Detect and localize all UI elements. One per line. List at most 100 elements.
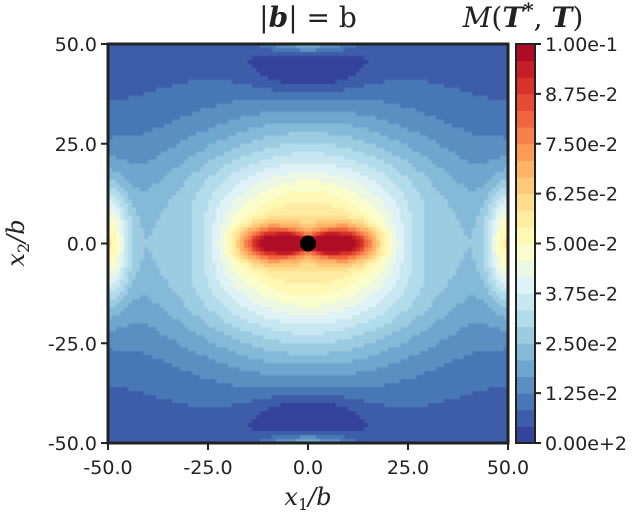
heatmap-cell: [260, 87, 265, 93]
heatmap-cell: [292, 167, 297, 173]
heatmap-cell: [304, 79, 309, 85]
heatmap-cell: [204, 239, 209, 245]
heatmap-cell: [424, 55, 429, 61]
heatmap-cell: [264, 195, 269, 201]
heatmap-cell: [356, 79, 361, 85]
heatmap-cell: [124, 67, 129, 73]
heatmap-cell: [212, 151, 217, 157]
heatmap-cell: [376, 95, 381, 101]
heatmap-cell: [408, 187, 413, 193]
heatmap-cell: [168, 155, 173, 161]
heatmap-cell: [360, 159, 365, 165]
heatmap-cell: [476, 179, 481, 185]
heatmap-cell: [152, 91, 157, 97]
heatmap-cell: [364, 51, 369, 57]
heatmap-cell: [464, 187, 469, 193]
heatmap-cell: [140, 147, 145, 153]
heatmap-cell: [184, 195, 189, 201]
heatmap-cell: [144, 135, 149, 141]
heatmap-cell: [492, 195, 497, 201]
heatmap-cell: [496, 215, 501, 221]
heatmap-cell: [456, 159, 461, 165]
heatmap-cell: [324, 147, 329, 153]
heatmap-cell: [476, 223, 481, 229]
heatmap-cell: [276, 95, 281, 101]
heatmap-cell: [344, 239, 349, 245]
heatmap-cell: [436, 175, 441, 181]
heatmap-cell: [428, 103, 433, 109]
heatmap-cell: [336, 135, 341, 141]
heatmap-cell: [464, 67, 469, 73]
heatmap-cell: [392, 67, 397, 73]
heatmap-cell: [212, 59, 217, 65]
heatmap-cell: [316, 87, 321, 93]
heatmap-cell: [496, 227, 501, 233]
heatmap-cell: [156, 111, 161, 117]
heatmap-cell: [440, 155, 445, 161]
heatmap-cell: [500, 171, 505, 177]
heatmap-cell: [224, 135, 229, 141]
heatmap-cell: [484, 79, 489, 85]
heatmap-cell: [428, 183, 433, 189]
heatmap-cell: [340, 115, 345, 121]
heatmap-cell: [336, 67, 341, 73]
heatmap-cell: [260, 175, 265, 181]
heatmap-cell: [140, 151, 145, 157]
heatmap-cell: [500, 159, 505, 165]
heatmap-cell: [460, 63, 465, 69]
heatmap-cell: [276, 171, 281, 177]
heatmap-cell: [140, 83, 145, 89]
heatmap-cell: [220, 207, 225, 213]
heatmap-cell: [484, 59, 489, 65]
heatmap-cell: [268, 111, 273, 117]
heatmap-cell: [348, 175, 353, 181]
heatmap-cell: [448, 63, 453, 69]
heatmap-cell: [196, 91, 201, 97]
heatmap-cell: [152, 44, 157, 49]
heatmap-cell: [428, 187, 433, 193]
heatmap-cell: [208, 131, 213, 137]
heatmap-cell: [260, 131, 265, 137]
heatmap-cell: [132, 135, 137, 141]
heatmap-cell: [140, 167, 145, 173]
heatmap-cell: [276, 219, 281, 225]
heatmap-cell: [152, 223, 157, 229]
heatmap-cell: [472, 227, 477, 233]
heatmap-cell: [212, 123, 217, 129]
heatmap-cell: [324, 111, 329, 117]
heatmap-cell: [408, 63, 413, 69]
heatmap-cell: [296, 215, 301, 221]
heatmap-cell: [300, 191, 305, 197]
heatmap-cell: [504, 115, 508, 121]
heatmap-cell: [152, 115, 157, 121]
heatmap-cell: [220, 143, 225, 149]
heatmap-cell: [412, 63, 417, 69]
heatmap-cell: [424, 191, 429, 197]
heatmap-cell: [236, 227, 241, 233]
heatmap-cell: [136, 83, 141, 89]
heatmap-cell: [332, 239, 337, 245]
heatmap-cell: [504, 187, 508, 193]
heatmap-cell: [220, 167, 225, 173]
heatmap-cell: [480, 155, 485, 161]
heatmap-cell: [252, 227, 257, 233]
heatmap-cell: [272, 143, 277, 149]
heatmap-cell: [212, 163, 217, 169]
heatmap-cell: [316, 67, 321, 73]
heatmap-cell: [300, 223, 305, 229]
heatmap-cell: [252, 95, 257, 101]
heatmap-cell: [164, 95, 169, 101]
heatmap-cell: [112, 147, 117, 153]
heatmap-cell: [212, 111, 217, 117]
heatmap-cell: [296, 91, 301, 97]
heatmap-cell: [444, 139, 449, 145]
heatmap-cell: [176, 215, 181, 221]
heatmap-cell: [380, 75, 385, 81]
heatmap-cell: [316, 215, 321, 221]
heatmap-cell: [332, 187, 337, 193]
heatmap-cell: [368, 167, 373, 173]
heatmap-cell: [440, 95, 445, 101]
heatmap-cell: [384, 231, 389, 237]
heatmap-cell: [440, 123, 445, 129]
heatmap-cell: [360, 151, 365, 157]
